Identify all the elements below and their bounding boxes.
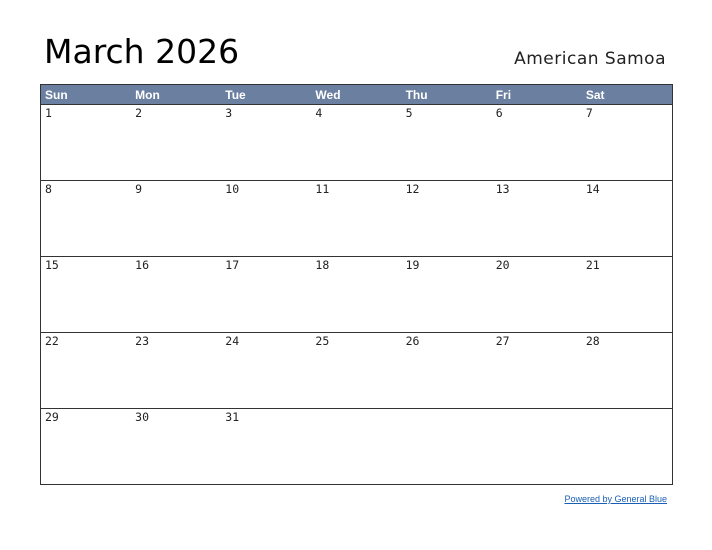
powered-by-link[interactable]: Powered by General Blue <box>564 494 667 504</box>
day-number: 31 <box>225 410 240 424</box>
day-number: 16 <box>135 258 149 272</box>
day-number: 6 <box>495 106 503 120</box>
day-cell: 26 <box>402 333 492 408</box>
week-row-5: 29 30 31 <box>41 409 672 485</box>
day-number: 30 <box>135 410 149 424</box>
day-number: 29 <box>45 410 59 424</box>
day-cell: 12 <box>402 181 492 256</box>
day-cell: 4 <box>311 105 401 180</box>
day-cell: 25 <box>311 333 401 408</box>
day-number: 2 <box>135 106 143 120</box>
day-number: 4 <box>315 106 323 120</box>
day-number: 8 <box>45 182 52 196</box>
day-number: 21 <box>585 258 600 272</box>
day-number: 14 <box>585 182 600 196</box>
day-cell: 3 <box>221 105 311 180</box>
day-cell: 9 <box>131 181 221 256</box>
day-number: 9 <box>135 182 143 196</box>
weekday-header-tue: Tue <box>225 88 246 102</box>
page-title: March 2026 <box>44 32 240 71</box>
day-cell <box>311 409 401 485</box>
day-cell <box>402 409 492 485</box>
day-cell: 11 <box>311 181 401 256</box>
day-cell: 7 <box>582 105 672 180</box>
day-number: 10 <box>225 182 240 196</box>
week-row-1: 1 2 3 4 5 6 7 <box>41 105 672 181</box>
weekday-header-row: Sun Mon Tue Wed Thu Fri Sat <box>41 85 672 105</box>
day-cell: 29 <box>41 409 131 485</box>
day-cell: 24 <box>221 333 311 408</box>
day-cell: 28 <box>582 333 672 408</box>
weekday-header-mon: Mon <box>135 88 160 102</box>
day-cell: 1 <box>41 105 131 180</box>
day-number: 26 <box>405 334 420 348</box>
week-row-4: 22 23 24 25 26 27 28 <box>41 333 672 409</box>
weekday-header-fri: Fri <box>495 88 512 102</box>
day-number: 22 <box>45 334 59 348</box>
day-cell: 16 <box>131 257 221 332</box>
day-number: 11 <box>315 182 330 196</box>
day-number: 23 <box>135 334 149 348</box>
day-cell: 23 <box>131 333 221 408</box>
day-cell: 31 <box>221 409 311 485</box>
week-row-3: 15 16 17 18 19 20 21 <box>41 257 672 333</box>
day-number: 19 <box>405 258 420 272</box>
day-cell: 21 <box>582 257 672 332</box>
week-row-2: 8 9 10 11 12 13 14 <box>41 181 672 257</box>
day-cell: 30 <box>131 409 221 485</box>
day-cell: 10 <box>221 181 311 256</box>
day-cell <box>492 409 582 485</box>
day-number: 25 <box>315 334 330 348</box>
day-number: 7 <box>585 106 593 120</box>
day-number: 13 <box>495 182 510 196</box>
day-number: 1 <box>45 106 52 120</box>
weekday-header-sat: Sat <box>585 88 605 102</box>
day-number: 28 <box>585 334 600 348</box>
day-cell: 15 <box>41 257 131 332</box>
day-number: 5 <box>405 106 413 120</box>
day-cell: 5 <box>402 105 492 180</box>
day-number: 24 <box>225 334 240 348</box>
day-number: 3 <box>225 106 233 120</box>
day-cell: 20 <box>492 257 582 332</box>
day-cell: 19 <box>402 257 492 332</box>
day-number: 18 <box>315 258 330 272</box>
day-cell <box>582 409 672 485</box>
weekday-header-sun: Sun <box>45 88 68 102</box>
day-cell: 13 <box>492 181 582 256</box>
day-cell: 2 <box>131 105 221 180</box>
day-number: 27 <box>495 334 510 348</box>
calendar-grid: Sun Mon Tue Wed Thu Fri Sat 1 2 3 4 5 6 … <box>40 84 673 485</box>
region-label: American Samoa <box>514 49 666 69</box>
day-number: 17 <box>225 258 240 272</box>
day-cell: 22 <box>41 333 131 408</box>
weekday-header-wed: Wed <box>315 88 341 102</box>
day-cell: 8 <box>41 181 131 256</box>
day-number: 15 <box>45 258 59 272</box>
day-number: 20 <box>495 258 510 272</box>
day-cell: 27 <box>492 333 582 408</box>
day-number: 12 <box>405 182 420 196</box>
weekday-header-thu: Thu <box>405 88 428 102</box>
day-cell: 18 <box>311 257 401 332</box>
day-cell: 6 <box>492 105 582 180</box>
day-cell: 14 <box>582 181 672 256</box>
day-cell: 17 <box>221 257 311 332</box>
